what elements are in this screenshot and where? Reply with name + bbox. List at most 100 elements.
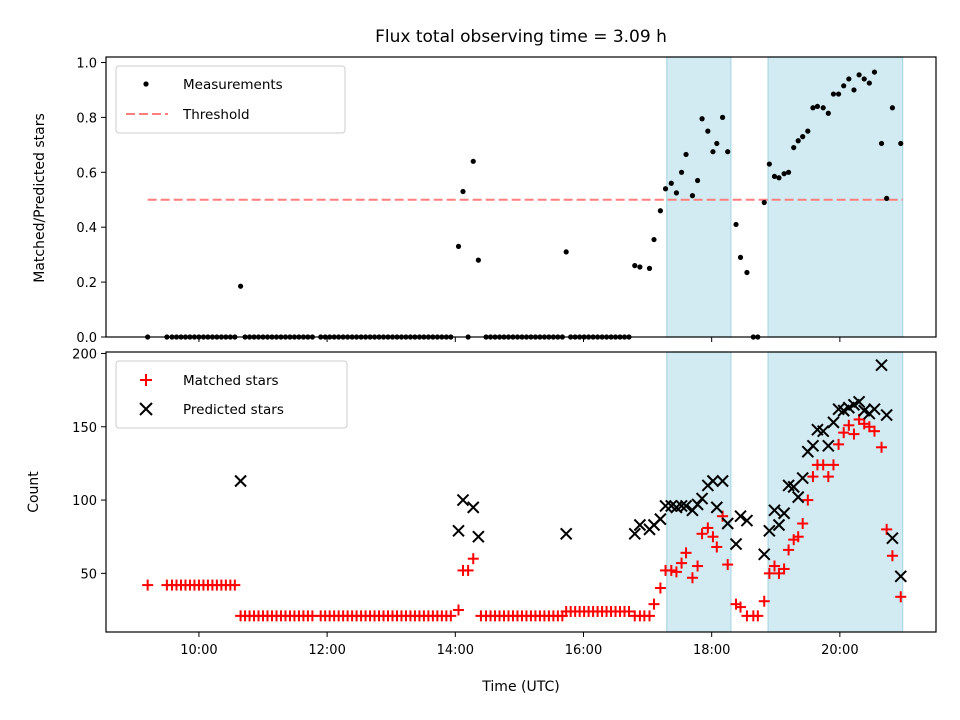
measurement-point — [646, 265, 653, 271]
measurement-point — [835, 91, 842, 97]
measurement-point — [795, 138, 801, 144]
predicted-star-point — [633, 518, 647, 532]
bottom-y-tick-label: 50 — [80, 567, 97, 582]
bottom-y-tick-label: 200 — [72, 347, 97, 362]
bottom-panel: 50 100 150 200 10:00 12:00 14:00 16:00 18:00 20:… — [26, 347, 937, 695]
matched-star-point — [768, 560, 780, 572]
top-y-ticks: 0.0 0.2 0.4 0.6 0.8 1.0 — [76, 56, 106, 346]
measurement-point — [673, 190, 680, 196]
bottom-shade-1 — [666, 351, 732, 633]
top-legend: Measurements Threshold — [115, 65, 346, 134]
matched-star-point — [758, 595, 770, 607]
legend-threshold-label: Threshold — [182, 107, 250, 123]
measurement-point — [678, 169, 685, 175]
bottom-legend: Matched stars Predicted stars — [115, 360, 348, 429]
measurement-point — [771, 173, 778, 180]
matched-star-point — [763, 567, 775, 579]
measurement-point — [662, 186, 669, 192]
measurement-point — [689, 193, 696, 199]
predicted-star-point — [740, 514, 754, 527]
measurement-point — [884, 195, 890, 201]
measurement-point — [637, 264, 643, 270]
matched-star-point — [462, 564, 474, 576]
predicted-star-point — [827, 416, 840, 429]
matched-star-point — [822, 471, 834, 483]
legend-matched-marker — [140, 374, 152, 386]
predicted-star-point — [852, 395, 866, 409]
matched-star-point — [722, 559, 734, 571]
predicted-star-point — [768, 504, 781, 517]
matched-star-point — [778, 563, 790, 575]
matched-star-point — [676, 557, 688, 569]
matched-star-point — [686, 572, 698, 584]
measurement-point — [851, 87, 857, 93]
top-shade-1 — [666, 56, 732, 338]
matched-star-point — [453, 604, 465, 616]
predicted-star-point — [679, 499, 693, 513]
top-y-tick-label: 1.0 — [76, 56, 97, 71]
x-tick-label: 16:00 — [565, 643, 602, 658]
legend-predicted-label: Predicted stars — [183, 402, 284, 418]
measurement-point — [814, 103, 821, 110]
measurement-point — [563, 249, 569, 255]
bottom-legend-box — [115, 360, 348, 429]
measurement-point — [776, 175, 782, 181]
x-tick-label: 10:00 — [180, 643, 217, 658]
measurement-point — [725, 149, 731, 155]
bottom-y-label: Count — [26, 471, 42, 513]
bottom-axes-frame — [105, 351, 937, 633]
x-tick-label: 12:00 — [308, 643, 345, 658]
chart-title: Flux total observing time = 3.09 h — [375, 27, 667, 47]
bottom-x-ticks: 10:00 12:00 14:00 16:00 18:00 20:00 — [180, 632, 859, 658]
predicted-star-point — [710, 501, 724, 514]
measurement-point — [651, 236, 657, 243]
matched-star-point — [827, 459, 839, 471]
matched-star-point — [654, 582, 666, 594]
matched-stars-series — [142, 413, 907, 622]
predicted-star-point — [721, 517, 734, 530]
top-y-tick-label: 0.6 — [76, 166, 97, 181]
measurement-point — [846, 76, 852, 82]
measurement-point — [898, 140, 904, 147]
matched-star-point — [752, 610, 764, 622]
predicted-star-point — [659, 499, 672, 513]
matched-star-point — [783, 544, 795, 556]
predicted-star-point — [734, 509, 747, 523]
measurement-point — [668, 180, 674, 186]
measurement-point — [470, 158, 476, 164]
measurement-point — [632, 263, 638, 269]
predicted-stars-series — [234, 358, 907, 583]
matched-star-point — [229, 579, 241, 591]
predicted-star-point — [729, 537, 743, 551]
measurement-point — [699, 116, 705, 122]
measurement-point — [820, 105, 826, 111]
top-y-tick-label: 0.4 — [76, 221, 97, 236]
measurement-point — [878, 140, 885, 147]
predicted-star-point — [706, 474, 720, 488]
bottom-shade-2 — [767, 351, 904, 633]
predicted-star-point — [875, 358, 888, 372]
matched-star-point — [445, 610, 457, 622]
measurement-point — [719, 114, 726, 120]
matched-star-point — [895, 591, 907, 603]
top-y-tick-label: 0.0 — [76, 331, 97, 346]
measurement-point — [733, 221, 739, 228]
matched-star-point — [142, 579, 154, 591]
measurement-point — [766, 161, 772, 167]
predicted-star-point — [880, 408, 893, 422]
matched-star-point — [696, 528, 708, 540]
predicted-star-point — [456, 493, 470, 507]
measurement-point — [781, 171, 787, 177]
measurement-point — [683, 151, 689, 158]
measurement-point — [805, 128, 811, 134]
top-shaded-intervals — [666, 56, 904, 338]
predicted-star-point — [806, 439, 820, 453]
x-tick-label: 20:00 — [821, 643, 858, 658]
x-axis-label: Time (UTC) — [481, 679, 559, 695]
predicted-star-point — [559, 527, 573, 540]
x-tick-label: 14:00 — [437, 643, 474, 658]
matched-star-point — [711, 541, 723, 553]
measurement-point — [705, 128, 711, 134]
matched-star-point — [702, 522, 714, 534]
